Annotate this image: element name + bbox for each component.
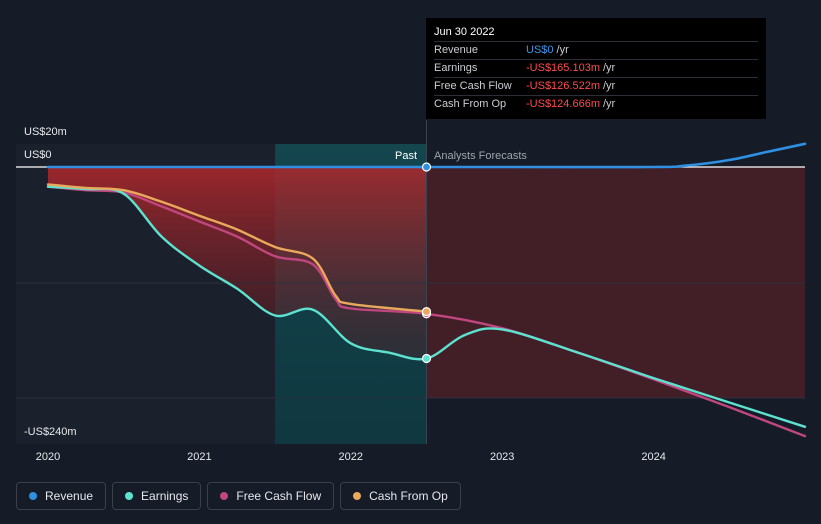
marker-revenue bbox=[421, 162, 432, 172]
tooltip-value: -US$124.666m bbox=[526, 98, 600, 110]
series-line-earnings bbox=[46, 185, 807, 428]
tooltip-unit: /yr bbox=[603, 80, 616, 92]
legend-item-revenue[interactable]: Revenue bbox=[16, 482, 107, 510]
legend: Revenue Earnings Free Cash Flow Cash Fro… bbox=[16, 482, 461, 510]
x-tick-label: 2024 bbox=[641, 451, 666, 463]
legend-item-free-cash-flow[interactable]: Free Cash Flow bbox=[207, 482, 335, 510]
x-tick-label: 2022 bbox=[338, 451, 364, 463]
tooltip-name: Revenue bbox=[434, 44, 479, 56]
tooltip-row-cash-from-op: Cash From Op -US$124.666m /yr bbox=[434, 96, 758, 113]
tooltip: Jun 30 2022 Revenue US$0 /yr Earnings -U… bbox=[426, 18, 766, 119]
tooltip-value: -US$165.103m bbox=[526, 62, 600, 74]
x-tick-label: 2023 bbox=[489, 451, 515, 463]
y-tick-label-top: US$20m bbox=[24, 126, 67, 138]
legend-label: Revenue bbox=[45, 489, 94, 503]
y-tick-label-zero: US$0 bbox=[24, 149, 52, 161]
tooltip-row-revenue: Revenue US$0 /yr bbox=[434, 42, 758, 60]
tooltip-value: -US$126.522m bbox=[526, 80, 600, 92]
tooltip-row-earnings: Earnings -US$165.103m /yr bbox=[434, 60, 758, 78]
tooltip-value: US$0 bbox=[526, 44, 554, 56]
past-label: Past bbox=[394, 150, 417, 162]
legend-item-earnings[interactable]: Earnings bbox=[112, 482, 202, 510]
x-tick-label: 2020 bbox=[35, 451, 61, 463]
legend-label: Earnings bbox=[141, 489, 189, 503]
legend-item-cash-from-op[interactable]: Cash From Op bbox=[340, 482, 461, 510]
legend-label: Cash From Op bbox=[369, 489, 448, 503]
past-negative-area bbox=[48, 167, 427, 359]
tooltip-unit: /yr bbox=[603, 98, 616, 110]
marker-earnings bbox=[421, 353, 432, 364]
tooltip-name: Free Cash Flow bbox=[434, 80, 512, 92]
marker-cash-from-op bbox=[421, 307, 432, 317]
tooltip-row-free-cash-flow: Free Cash Flow -US$126.522m /yr bbox=[434, 78, 758, 96]
series-line-cash-from-op bbox=[46, 183, 428, 313]
legend-dot-icon bbox=[220, 492, 229, 500]
x-tick-label: 2021 bbox=[187, 451, 212, 463]
tooltip-name: Cash From Op bbox=[434, 98, 507, 110]
tooltip-name: Earnings bbox=[434, 62, 478, 74]
series-line-revenue bbox=[46, 142, 807, 169]
y-tick-label-bottom: -US$240m bbox=[24, 426, 77, 438]
legend-label: Free Cash Flow bbox=[236, 489, 322, 503]
tooltip-date: Jun 30 2022 bbox=[434, 24, 758, 42]
tooltip-unit: /yr bbox=[556, 44, 569, 56]
legend-dot-icon bbox=[125, 492, 134, 500]
forecast-label: Analysts Forecasts bbox=[434, 150, 527, 162]
tooltip-unit: /yr bbox=[603, 62, 616, 74]
legend-dot-icon bbox=[353, 492, 362, 500]
legend-dot-icon bbox=[29, 492, 37, 500]
